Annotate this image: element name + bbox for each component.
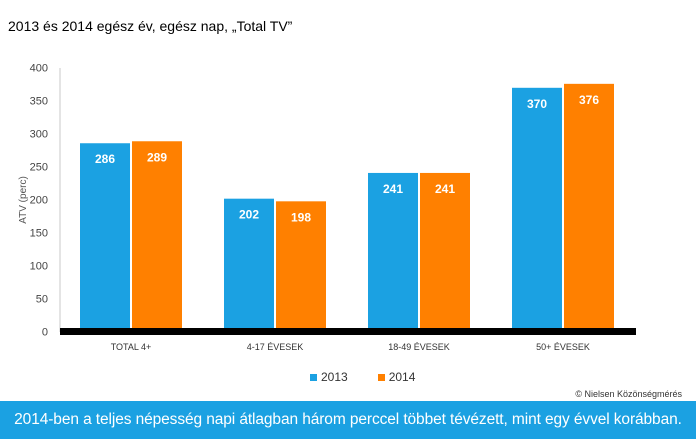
x-tick-label: 50+ ÉVESEK: [536, 342, 590, 352]
bar-value-label: 376: [579, 93, 599, 107]
x-tick-label: 4-17 ÉVESEK: [247, 342, 304, 352]
y-tick-label: 350: [30, 96, 48, 108]
bar-2014-3: [564, 83, 614, 332]
x-axis-baseline: [60, 328, 636, 335]
chart-title: 2013 és 2014 egész év, egész nap, „Total…: [8, 18, 293, 34]
bar-value-label: 286: [95, 152, 115, 166]
legend-item-2014: 2014: [377, 370, 416, 384]
bar-2014-2: [420, 172, 470, 332]
bar-value-label: 241: [383, 182, 403, 196]
y-tick-label: 100: [30, 261, 48, 273]
legend: 2013 2014: [310, 370, 415, 384]
legend-item-2013: 2013: [310, 370, 348, 384]
bar-value-label: 289: [147, 150, 167, 164]
x-tick-label: 18-49 ÉVESEK: [388, 342, 450, 352]
y-tick-label: 300: [30, 129, 48, 141]
legend-label-2014: 2014: [388, 370, 416, 384]
bar-value-label: 241: [435, 182, 455, 196]
bar-2014-0: [132, 141, 182, 332]
copyright-note: © Nielsen Közönségmérés: [575, 389, 682, 399]
legend-label-2013: 2013: [321, 370, 348, 384]
bar-2013-3: [512, 87, 562, 332]
bar-2014-1: [276, 201, 326, 332]
x-tick-labels: TOTAL 4+ 4-17 ÉVESEK 18-49 ÉVESEK 50+ ÉVESE…: [111, 342, 590, 352]
y-axis-label: ATV (perc): [18, 176, 29, 224]
bar-value-label: 202: [239, 208, 259, 222]
y-tick-label: 50: [36, 294, 48, 306]
bar-value-label: 198: [291, 210, 311, 224]
y-tick-label: 250: [30, 162, 48, 174]
legend-swatch-2014: [377, 373, 385, 381]
x-tick-label: TOTAL 4+: [111, 342, 152, 352]
y-tick-label: 150: [30, 228, 48, 240]
bar-value-label: 370: [527, 97, 547, 111]
bar-2013-1: [224, 198, 274, 332]
y-tick-label: 0: [42, 327, 48, 339]
bar-2013-0: [80, 143, 130, 332]
bars: 286 289 202 198 241 241 370 376: [80, 83, 614, 332]
y-tick-label: 200: [30, 195, 48, 207]
y-tick-labels: 0 50 100 150 200 250 300 350 400: [30, 63, 48, 339]
summary-banner: 2014-ben a teljes népesség napi átlagban…: [0, 401, 696, 439]
y-tick-label: 400: [30, 63, 48, 75]
bar-2013-2: [368, 172, 418, 332]
legend-swatch-2013: [310, 373, 317, 381]
